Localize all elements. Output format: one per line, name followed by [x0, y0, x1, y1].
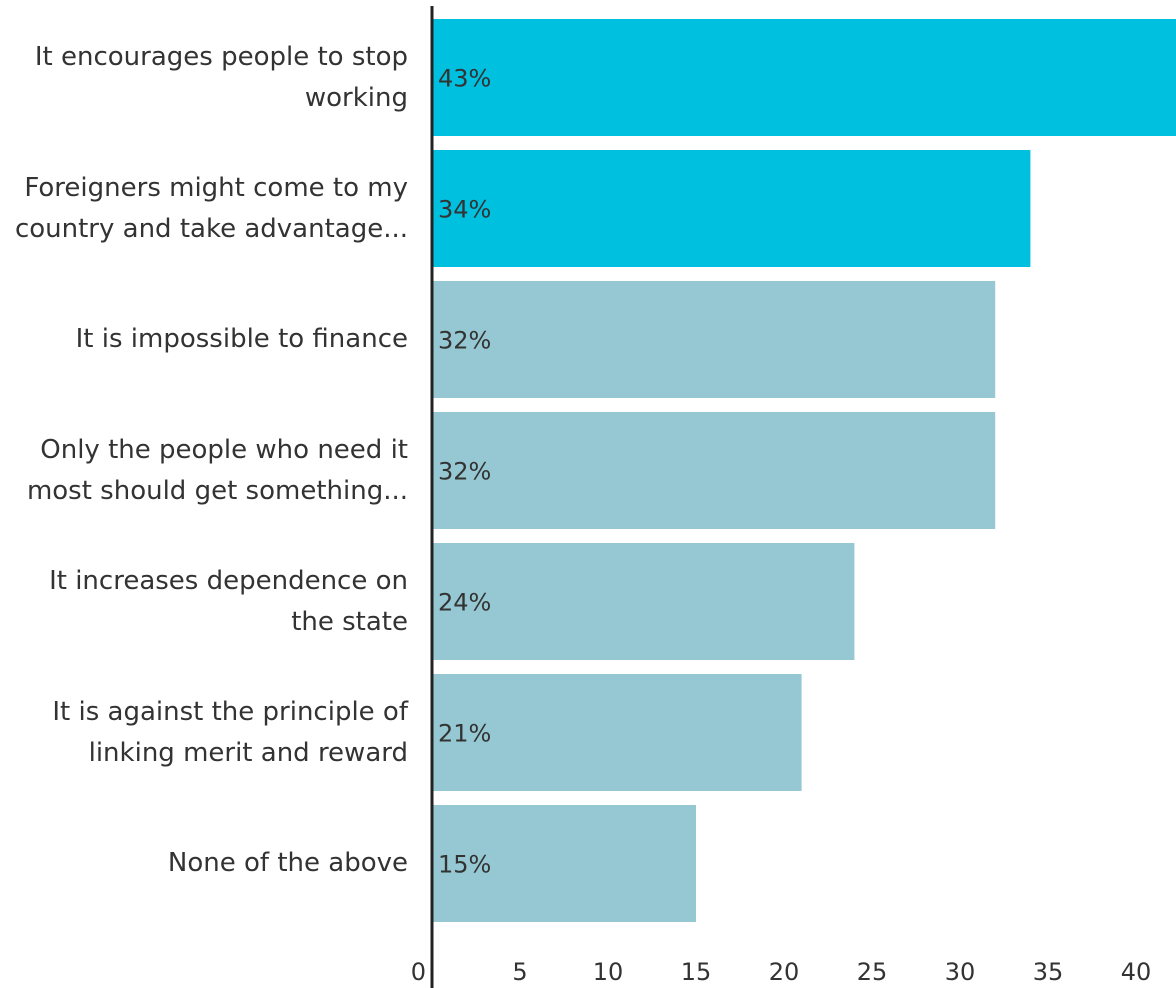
x-tick-label: 15	[681, 958, 712, 986]
bar	[432, 805, 696, 922]
x-tick-label: 10	[593, 958, 624, 986]
x-tick-label: 30	[945, 958, 976, 986]
category-label: Only the people who need it most should g…	[0, 412, 408, 529]
x-tick-label: 35	[1033, 958, 1064, 986]
x-tick-label: 0	[411, 958, 426, 986]
bar-value-label: 21%	[438, 720, 491, 748]
category-label-line: Only the people who need it	[40, 434, 408, 465]
category-label-line: It encourages people to stop	[34, 41, 408, 72]
category-label-line: country and take advantage...	[14, 213, 408, 244]
category-label-line: It increases dependence on	[49, 565, 408, 596]
bar-value-label: 43%	[438, 65, 491, 93]
bar-value-label: 32%	[438, 458, 491, 486]
category-label-line: linking merit and reward	[88, 737, 408, 768]
category-label: It is against the principle of linking me…	[0, 674, 408, 791]
category-label: Foreigners might come to my country and t…	[0, 150, 408, 267]
category-label-line: Foreigners might come to my	[24, 172, 408, 203]
category-label-line: It is against the principle of	[52, 696, 408, 727]
bar	[432, 281, 996, 398]
category-label-line: It is impossible to finance	[75, 324, 408, 354]
category-label-line: most should get something...	[26, 475, 408, 506]
x-tick-label: 5	[512, 958, 527, 986]
category-label-line: working	[304, 82, 408, 113]
bar-value-label: 32%	[438, 327, 491, 355]
category-label-line: the state	[291, 606, 408, 637]
bar-value-label: 34%	[438, 196, 491, 224]
bar	[432, 543, 855, 660]
bar-value-label: 24%	[438, 589, 491, 617]
x-tick-label: 25	[857, 958, 888, 986]
bar-value-label: 15%	[438, 851, 491, 879]
bar	[432, 674, 802, 791]
bar	[432, 412, 996, 529]
bar	[432, 150, 1031, 267]
x-tick-label: 20	[769, 958, 800, 986]
category-label: It encourages people to stop working	[0, 19, 408, 136]
category-label: None of the above	[0, 805, 408, 922]
bar	[432, 19, 1176, 136]
category-label: It is impossible to finance	[0, 281, 408, 398]
x-tick-label: 40	[1121, 958, 1152, 986]
category-label: It increases dependence on the state	[0, 543, 408, 660]
category-label-line: None of the above	[167, 848, 408, 878]
